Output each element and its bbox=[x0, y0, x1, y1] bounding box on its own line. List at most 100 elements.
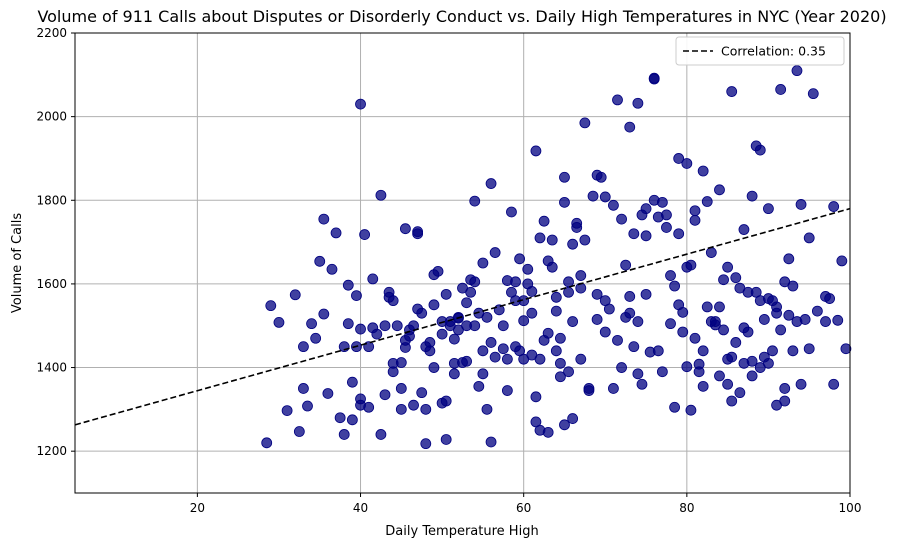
data-point bbox=[395, 357, 407, 368]
data-point bbox=[318, 213, 330, 225]
data-point bbox=[273, 316, 285, 328]
data-point bbox=[648, 73, 660, 85]
data-point bbox=[318, 308, 330, 320]
data-point bbox=[428, 362, 440, 373]
data-point bbox=[595, 171, 607, 183]
data-point bbox=[554, 357, 566, 369]
x-tick-label: 40 bbox=[353, 501, 368, 515]
data-point bbox=[746, 190, 758, 202]
data-point bbox=[302, 400, 313, 412]
tick-labels: 20 40 60 80 100 1200 1400 1600 1800 2000 2200 bbox=[36, 26, 861, 515]
data-point bbox=[559, 196, 570, 208]
data-point bbox=[469, 320, 481, 332]
data-point bbox=[554, 332, 566, 344]
y-axis-label: Volume of Calls bbox=[10, 213, 25, 313]
data-point bbox=[587, 190, 599, 202]
legend: Correlation: 0.35 bbox=[675, 36, 845, 66]
data-point bbox=[599, 191, 611, 203]
data-point bbox=[579, 117, 591, 129]
data-point bbox=[714, 301, 725, 313]
data-point bbox=[416, 387, 428, 399]
data-point bbox=[526, 286, 538, 297]
trend-line bbox=[74, 207, 851, 426]
data-point bbox=[632, 97, 644, 109]
data-point bbox=[612, 94, 623, 106]
data-point bbox=[783, 253, 795, 265]
data-point bbox=[665, 318, 676, 330]
data-point bbox=[485, 436, 497, 448]
data-point bbox=[501, 385, 513, 396]
data-point bbox=[546, 261, 558, 273]
data-point bbox=[620, 259, 632, 271]
data-point bbox=[787, 280, 799, 292]
data-point bbox=[608, 383, 619, 394]
data-point bbox=[632, 368, 644, 380]
data-point bbox=[726, 395, 738, 407]
data-point bbox=[322, 388, 334, 399]
data-point bbox=[661, 222, 672, 233]
data-point bbox=[624, 307, 636, 319]
data-point bbox=[342, 279, 354, 291]
data-point bbox=[440, 434, 452, 445]
data-point bbox=[795, 378, 807, 390]
data-point bbox=[563, 276, 574, 288]
data-point bbox=[420, 438, 432, 450]
data-point bbox=[656, 196, 668, 208]
data-point bbox=[550, 345, 562, 357]
data-point bbox=[775, 84, 787, 95]
legend-label: Correlation: 0.35 bbox=[721, 44, 826, 59]
data-point bbox=[265, 300, 277, 312]
data-point bbox=[550, 305, 562, 317]
y-tick-label: 2200 bbox=[36, 26, 67, 40]
data-point bbox=[481, 403, 493, 415]
data-point bbox=[424, 337, 436, 348]
data-point bbox=[722, 378, 734, 390]
data-point bbox=[746, 355, 758, 367]
data-point bbox=[771, 301, 782, 313]
data-point bbox=[742, 326, 754, 338]
data-point bbox=[367, 273, 379, 285]
data-point bbox=[575, 270, 587, 281]
data-point bbox=[289, 289, 301, 301]
data-point bbox=[779, 395, 791, 407]
data-point bbox=[661, 209, 672, 221]
data-point bbox=[485, 337, 497, 348]
data-point bbox=[779, 383, 791, 394]
data-points bbox=[261, 65, 852, 450]
data-point bbox=[603, 303, 615, 315]
data-point bbox=[355, 98, 366, 110]
data-point bbox=[567, 316, 579, 327]
legend-box bbox=[675, 36, 845, 66]
data-point bbox=[754, 144, 766, 156]
data-point bbox=[554, 371, 566, 383]
data-point bbox=[326, 263, 338, 275]
data-point bbox=[534, 353, 546, 365]
data-point bbox=[795, 199, 807, 210]
data-point bbox=[412, 226, 424, 238]
data-point bbox=[689, 332, 701, 344]
data-point bbox=[342, 318, 354, 330]
data-point bbox=[828, 201, 840, 212]
data-point bbox=[387, 295, 399, 307]
data-point bbox=[399, 223, 411, 235]
data-point bbox=[534, 232, 546, 244]
data-point bbox=[530, 145, 542, 157]
data-point bbox=[640, 288, 652, 300]
data-point bbox=[518, 315, 530, 327]
data-point bbox=[432, 265, 444, 277]
data-point bbox=[440, 395, 452, 407]
data-point bbox=[701, 196, 713, 207]
data-point bbox=[599, 326, 611, 338]
x-tick-label: 100 bbox=[839, 501, 862, 515]
y-tick-label: 1800 bbox=[36, 193, 67, 207]
data-point bbox=[542, 426, 554, 438]
data-point bbox=[395, 403, 407, 415]
data-point bbox=[395, 383, 407, 394]
data-point bbox=[338, 429, 350, 440]
data-point bbox=[387, 366, 399, 378]
data-point bbox=[714, 370, 725, 382]
data-point bbox=[718, 324, 729, 336]
data-point bbox=[693, 366, 705, 378]
data-point bbox=[571, 222, 583, 233]
data-point bbox=[677, 306, 689, 318]
